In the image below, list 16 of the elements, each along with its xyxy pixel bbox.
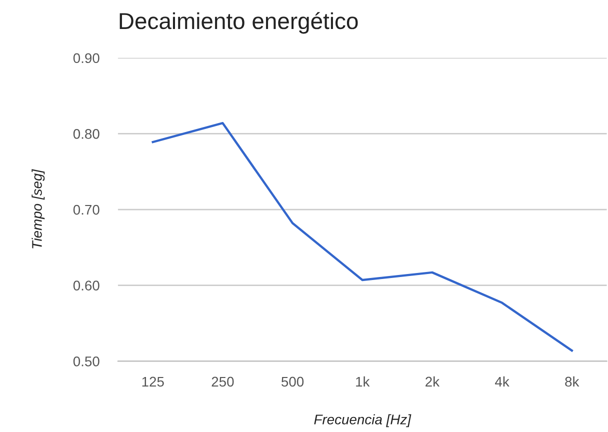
x-tick-label: 125: [142, 376, 164, 387]
x-tick-label: 8k: [565, 376, 580, 387]
x-tick-label: 250: [212, 376, 234, 387]
x-tick-label: 1k: [356, 376, 370, 386]
chart-title: Decaimiento energético: [120, 12, 358, 34]
x-axis-title: Frecuencia [Hz]: [314, 414, 412, 428]
y-tick-label: 0.60: [73, 280, 100, 291]
line-series: [152, 122, 573, 352]
x-tick-label: 4k: [495, 376, 510, 386]
x-tick-label: 2k: [426, 376, 440, 386]
y-axis-title: Tiempo [seg]: [32, 169, 45, 248]
x-tick-label: 500: [282, 376, 304, 387]
y-tick-label: 0.90: [73, 53, 100, 64]
y-tick-label: 0.80: [73, 129, 100, 139]
y-tick-label: 0.50: [73, 356, 100, 366]
y-tick-label: 0.70: [73, 204, 100, 215]
